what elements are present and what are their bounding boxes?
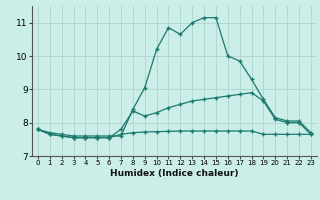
X-axis label: Humidex (Indice chaleur): Humidex (Indice chaleur): [110, 169, 239, 178]
